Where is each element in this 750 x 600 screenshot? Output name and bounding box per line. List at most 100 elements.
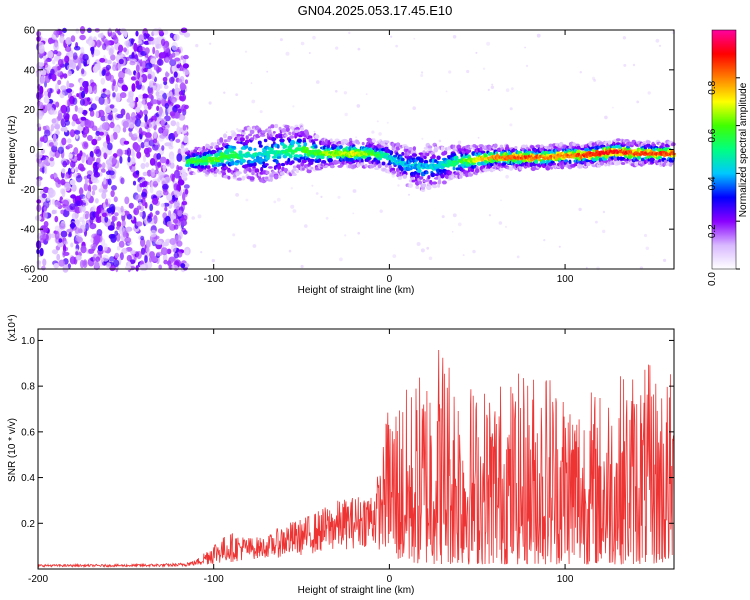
spectrogram-cell	[140, 264, 146, 272]
spectrogram-cell	[183, 104, 189, 110]
spectrogram-cell	[118, 44, 124, 53]
spectrogram-cell	[542, 160, 546, 165]
spectrogram-cell	[489, 163, 494, 167]
spectrogram-cell	[105, 149, 110, 154]
spectrogram-cell	[310, 166, 314, 170]
spectrogram-cell	[162, 241, 169, 247]
colorbar-gradient	[711, 29, 737, 270]
spectrogram-cell	[122, 120, 130, 128]
spectrogram-cell	[553, 146, 558, 149]
spectrogram-cell	[158, 29, 164, 35]
spectrogram-cell	[152, 180, 158, 188]
spectrogram-cell	[153, 130, 158, 140]
spectrogram-cell	[301, 167, 305, 171]
spectrogram-cell	[70, 160, 76, 168]
spectrogram-cell	[379, 209, 383, 213]
spectrogram-cell	[135, 265, 139, 272]
spectrogram-cell	[119, 92, 127, 99]
spectrogram-cell	[145, 62, 153, 69]
spectrogram-cell	[102, 254, 109, 262]
spectrogram-cell	[36, 31, 42, 37]
spectrogram-cell	[159, 156, 167, 164]
spectrogram-cell	[75, 255, 82, 261]
spectrogram-cell	[168, 256, 176, 262]
spectrogram-cell	[378, 132, 382, 136]
spectrogram-cell	[411, 179, 416, 183]
spectrogram-cell	[125, 226, 133, 232]
spectrogram-cell	[80, 46, 85, 56]
spectrogram-cell	[634, 162, 640, 167]
spectrogram-cell	[82, 80, 89, 88]
spectrogram-cell	[203, 151, 209, 155]
spectrogram-cell	[65, 105, 71, 113]
spectrogram-cell	[140, 122, 147, 128]
spectrogram-cell	[60, 104, 68, 114]
spectrogram-cell	[193, 149, 198, 154]
spectrogram-cell	[225, 131, 228, 134]
spectrogram-cell	[157, 161, 162, 168]
spectrogram-cell	[204, 148, 208, 152]
spectrogram-cell	[41, 265, 46, 271]
spectrogram-cell	[626, 145, 630, 149]
spectrogram-cell	[385, 140, 390, 143]
spectrogram-cell	[482, 67, 486, 70]
spectrogram-cell	[107, 162, 113, 170]
spectrogram-cell	[50, 124, 55, 132]
spectrogram-cell	[169, 138, 173, 148]
spectrogram-cell	[505, 88, 510, 92]
spectrogram-cell	[339, 145, 343, 149]
spectrogram-cell	[304, 224, 308, 228]
spectrogram-cell	[420, 74, 424, 77]
spectrogram-cell	[253, 162, 257, 167]
spectrogram-cell	[35, 151, 43, 159]
spectrogram-cell	[149, 186, 154, 194]
spectrogram-cell	[279, 171, 285, 176]
spectrogram-cell	[400, 157, 405, 162]
spectrogram-cell	[178, 114, 186, 121]
spectrogram-cell	[92, 179, 100, 184]
spectrogram-cell	[309, 158, 315, 162]
spectrogram-cell	[266, 153, 271, 159]
spectrogram-cell	[584, 147, 589, 152]
spectrogram-cell	[279, 138, 285, 143]
spectrogram-cell	[264, 163, 269, 166]
spectrogram-cell	[97, 109, 105, 118]
spectrogram-cell	[81, 220, 86, 226]
spectrogram-y-label: Frequency (Hz)	[7, 116, 18, 185]
spectrogram-cell	[162, 183, 169, 190]
spectrogram-cell	[173, 71, 178, 78]
spectrogram-y-ticks: 60 40 20 0 -20 -40 -60	[21, 26, 674, 276]
spectrogram-cell	[579, 71, 582, 74]
spectrogram-cell	[79, 150, 83, 157]
spectrogram-cell	[152, 46, 156, 55]
spectrogram-cell	[432, 184, 438, 189]
spectrogram-cell	[157, 176, 161, 183]
spectrogram-cell	[176, 126, 182, 135]
spectrogram-cell	[53, 263, 60, 269]
spectrogram-cell	[355, 136, 357, 138]
spectrogram-cell	[77, 107, 84, 114]
spectrogram-cell	[96, 39, 101, 48]
spectrogram-cell	[222, 172, 227, 176]
spectrogram-cell	[64, 126, 68, 133]
spectrogram-cell	[138, 46, 146, 52]
spectrogram-cell	[314, 145, 318, 149]
spectrogram-cell	[53, 30, 60, 36]
spectrogram-cell	[191, 216, 195, 220]
spectrogram-cell	[70, 221, 75, 230]
snr-series-line	[37, 349, 675, 569]
spectrogram-cell	[144, 114, 148, 123]
spectrogram-cell	[550, 166, 553, 170]
spectrogram-cell	[329, 164, 335, 169]
spectrogram-cell	[128, 70, 133, 76]
spectrogram-cell	[171, 52, 176, 58]
spectrogram-cell	[316, 154, 322, 159]
spectrogram-cell	[393, 154, 398, 158]
spectrogram-cell	[163, 80, 168, 86]
spectrogram-cell	[181, 172, 187, 179]
spectrogram-cell	[318, 158, 322, 163]
spectrogram-cell	[296, 164, 301, 169]
spectrogram-cell	[113, 196, 118, 203]
spectrogram-cell	[79, 204, 83, 214]
spectrogram-cell	[42, 186, 50, 194]
